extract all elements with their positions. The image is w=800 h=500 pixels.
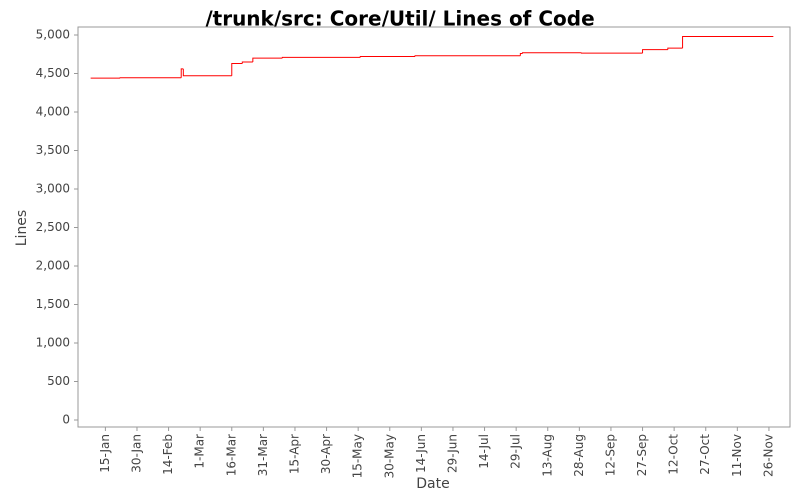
x-tick-label: 29-Jun: [445, 434, 459, 473]
x-tick-label: 12-Oct: [667, 434, 681, 475]
y-tick-label: 5,000: [36, 28, 70, 42]
y-tick-label: 500: [47, 374, 70, 388]
x-tick-label: 30-Jan: [129, 434, 143, 473]
step-line: [642, 49, 668, 54]
x-tick-label: 28-Aug: [572, 434, 586, 477]
y-tick-label: 4,000: [36, 105, 70, 119]
x-tick-label: 29-Jul: [509, 434, 523, 469]
y-axis-title: Lines: [14, 210, 30, 246]
step-line: [414, 55, 521, 57]
step-line: [182, 68, 232, 77]
step-line: [519, 52, 523, 56]
x-tick-label: 14-Jun: [414, 434, 428, 473]
x-tick-label: 13-Aug: [540, 434, 554, 477]
y-tick-label: 4,500: [36, 66, 70, 80]
y-tick-label: 3,000: [36, 182, 70, 196]
x-tick-label: 15-Jan: [98, 434, 112, 473]
y-tick-label: 2,000: [36, 259, 70, 273]
step-line: [241, 61, 253, 64]
x-tick-label: 27-Oct: [698, 434, 712, 475]
x-tick-label: 12-Sep: [603, 434, 617, 476]
x-tick-label: 15-May: [351, 434, 365, 478]
x-tick-label: 31-Mar: [256, 434, 270, 476]
step-line: [667, 47, 683, 50]
y-tick-label: 0: [62, 413, 70, 427]
y-tick-label: 3,500: [36, 143, 70, 157]
step-line: [281, 56, 361, 59]
step-line: [180, 68, 184, 78]
x-tick-label: 27-Sep: [635, 434, 649, 476]
x-axis-title: Date: [416, 476, 449, 492]
plot-area: [77, 26, 791, 428]
x-tick-label: 16-Mar: [224, 434, 238, 476]
x-tick-label: 14-Jul: [477, 434, 491, 469]
step-line: [231, 62, 243, 76]
y-tick-label: 1,500: [36, 297, 70, 311]
step-line: [252, 57, 283, 62]
x-tick-label: 15-Apr: [287, 434, 301, 474]
x-tick-label: 26-Nov: [761, 434, 775, 477]
step-line: [521, 52, 582, 54]
x-tick-label: 11-Nov: [730, 434, 744, 477]
x-tick-label: 14-Feb: [161, 434, 175, 475]
y-tick-label: 1,000: [36, 336, 70, 350]
step-line: [682, 36, 774, 49]
step-line: [359, 56, 416, 58]
x-tick-label: 1-Mar: [193, 434, 207, 469]
x-tick-label: 30-May: [382, 434, 396, 478]
y-tick-label: 2,500: [36, 220, 70, 234]
x-tick-label: 30-Apr: [319, 434, 333, 474]
